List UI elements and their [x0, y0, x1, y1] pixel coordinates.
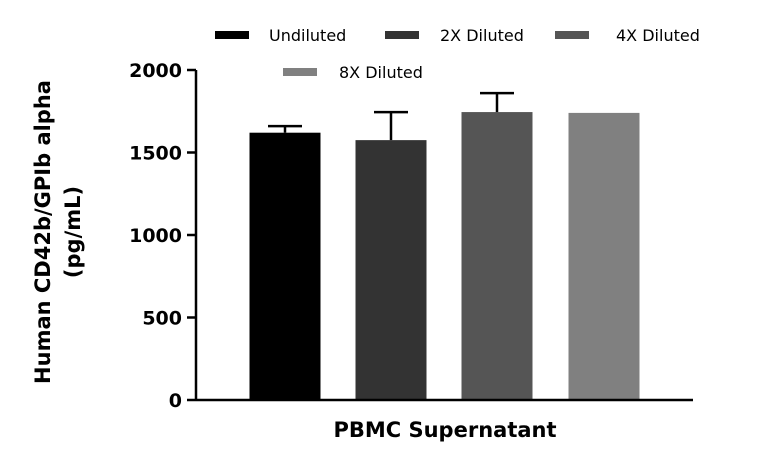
- legend-swatch: [283, 68, 317, 76]
- y-tick-label: 1000: [129, 225, 182, 247]
- bar-2x-diluted: [355, 140, 427, 400]
- legend-label: 2X Diluted: [440, 26, 524, 45]
- y-axis-title-line2: (pg/mL): [61, 186, 85, 278]
- y-tick-label: 2000: [129, 60, 182, 82]
- y-axis-title-line1: Human CD42b/GPIb alpha: [31, 80, 55, 384]
- legend: Undiluted 2X Diluted 4X Diluted 8X Diluted: [215, 26, 700, 82]
- y-axis: 0 500 1000 1500 2000: [129, 60, 198, 412]
- legend-swatch: [215, 31, 249, 39]
- bar-4x-diluted: [461, 112, 533, 400]
- legend-swatch: [385, 31, 419, 39]
- bars: [249, 91, 640, 401]
- bar-undiluted: [249, 132, 321, 400]
- x-axis-title: PBMC Supernatant: [333, 418, 556, 442]
- legend-label: Undiluted: [269, 26, 346, 45]
- y-tick-label: 500: [142, 308, 182, 330]
- legend-swatch: [555, 31, 589, 39]
- y-tick-label: 1500: [129, 143, 182, 165]
- legend-label: 4X Diluted: [616, 26, 700, 45]
- bar-8x-diluted: [568, 112, 640, 401]
- legend-label: 8X Diluted: [339, 63, 423, 82]
- y-tick-label: 0: [169, 390, 182, 412]
